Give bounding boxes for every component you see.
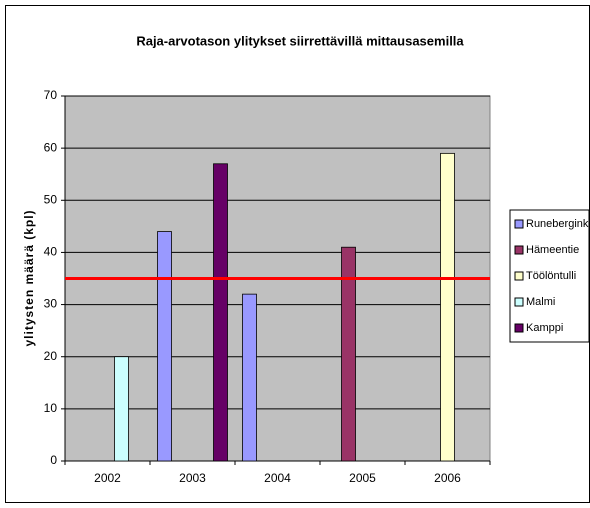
x-tick-label: 2006 [434, 471, 461, 485]
bar [213, 163, 228, 462]
x-tick-label: 2002 [94, 471, 121, 485]
x-tick-label: 2004 [264, 471, 291, 485]
y-tick-label: 20 [44, 349, 58, 363]
legend-label: Kamppi [526, 322, 563, 334]
legend-swatch [514, 271, 524, 281]
bar [440, 152, 455, 462]
legend-label: Malmi [526, 296, 555, 308]
bar [157, 231, 172, 462]
y-axis-label: ylitysten määrä (kpl) [22, 209, 36, 346]
legend-label: Runebergink [526, 218, 589, 230]
x-tick-label: 2005 [349, 471, 376, 485]
y-tick-label: 50 [44, 192, 58, 206]
legend-swatch [514, 245, 524, 255]
y-tick-label: 0 [50, 453, 57, 467]
chart-title: Raja-arvotason ylitykset siirrettävillä … [136, 33, 464, 48]
legend-label: Töölöntulli [526, 270, 576, 282]
y-tick-label: 70 [44, 88, 58, 102]
legend-label: Hämeentie [526, 244, 579, 256]
legend-swatch [514, 219, 524, 229]
y-tick-label: 40 [44, 245, 58, 259]
y-tick-label: 10 [44, 401, 58, 415]
legend-swatch [514, 297, 524, 307]
legend-swatch [514, 323, 524, 333]
bar [242, 293, 257, 462]
x-tick-label: 2003 [179, 471, 206, 485]
y-tick-label: 30 [44, 297, 58, 311]
bar [114, 356, 129, 462]
y-tick-label: 60 [44, 140, 58, 154]
bar [341, 246, 356, 462]
